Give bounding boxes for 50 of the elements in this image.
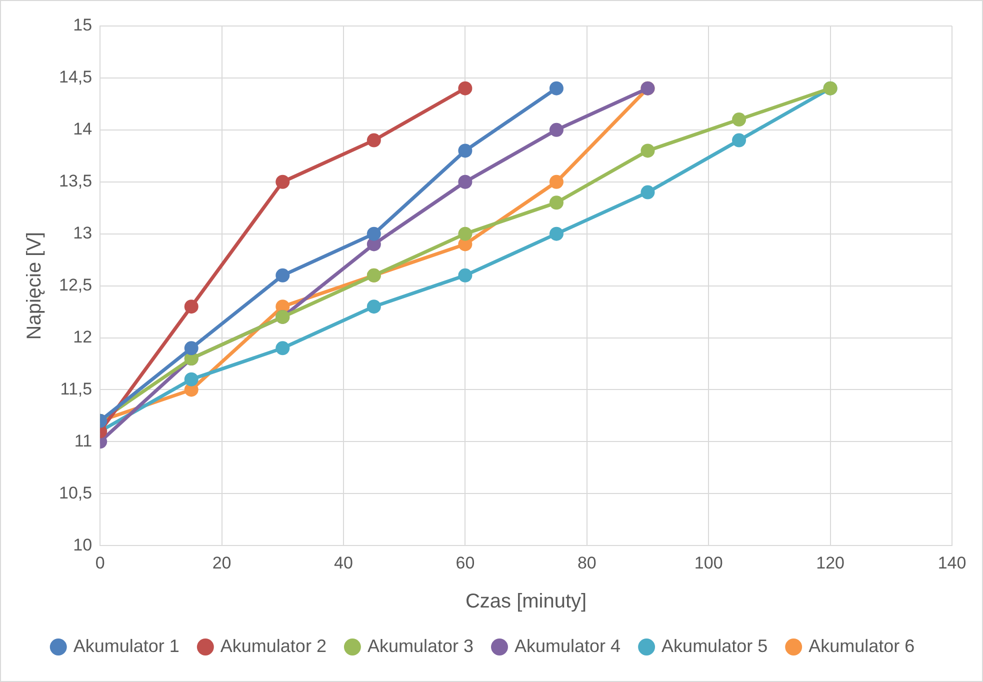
point [732,133,746,148]
y-tick-label: 10,5 [58,483,92,502]
y-tick-label: 11,5 [60,379,92,398]
y-tick-label: 11 [74,431,92,450]
point [458,268,472,282]
x-tick-label: 60 [456,553,475,572]
x-tick-label: 140 [938,553,966,572]
point [549,81,564,96]
y-axis-title: Napięcie [V] [24,232,46,340]
y-tick-label: 15 [73,16,92,35]
legend-label: Akumulator 3 [367,636,474,656]
x-tick-label: 40 [334,553,353,572]
point [184,300,198,314]
x-axis-title: Czas [minuty] [465,590,587,613]
y-tick-label: 10 [73,535,92,554]
x-tick-label: 20 [212,553,232,572]
legend-label: Akumulator 1 [73,636,180,656]
point [640,185,655,200]
legend-label: Akumulator 2 [220,636,326,656]
point [458,174,472,189]
point [276,341,290,356]
x-tick-label: 0 [95,553,105,572]
x-tick-label: 100 [694,553,723,572]
x-tick-label: 80 [577,553,596,572]
y-tick-label: 13 [73,224,92,243]
y-tick-label: 13,5 [58,172,92,191]
point [549,122,564,137]
y-tick-label: 12 [73,327,92,346]
y-tick-label: 12,5 [58,275,92,294]
point [276,268,290,282]
legend-label: Akumulator 6 [808,636,915,656]
point [640,144,655,158]
point [276,174,290,189]
point [458,226,472,241]
y-tick-label: 14,5 [58,68,92,87]
point [458,144,472,158]
point [366,226,381,241]
point [366,300,381,314]
point [184,372,198,386]
point [732,112,746,127]
point [458,81,472,96]
legend-label: Akumulator 4 [514,636,621,656]
point [549,196,564,210]
point [366,133,381,148]
y-tick-label: 14 [73,120,92,139]
legend-label: Akumulator 5 [662,636,768,656]
x-tick-label: 120 [816,553,844,572]
point [549,174,564,189]
point [549,226,564,241]
point [184,341,198,356]
